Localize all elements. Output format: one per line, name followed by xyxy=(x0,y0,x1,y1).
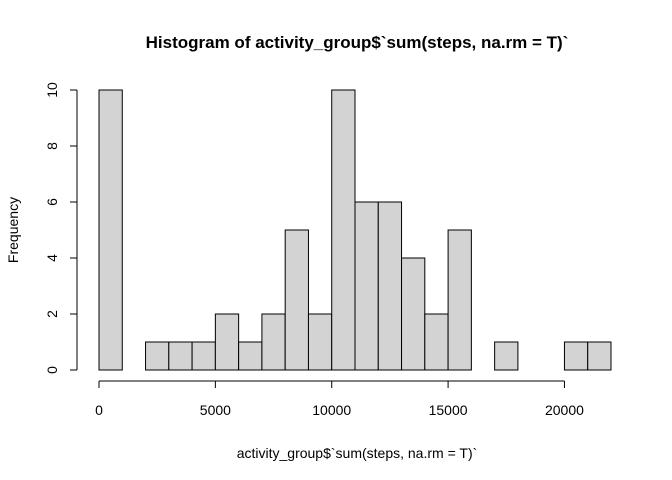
histogram-bar xyxy=(401,257,426,371)
x-tick-label: 10000 xyxy=(312,402,351,418)
histogram-bar xyxy=(284,229,309,371)
histogram-bar xyxy=(168,341,193,371)
histogram-bar xyxy=(563,341,589,371)
histogram-bar xyxy=(424,313,449,371)
y-axis: 0 2 4 6 8 10 xyxy=(44,82,78,374)
x-tick-label: 5000 xyxy=(200,402,231,418)
x-axis-label: activity_group$`sum(steps, na.rm = T)` xyxy=(237,445,478,461)
y-tick-label: 0 xyxy=(44,366,60,374)
histogram-bar xyxy=(447,229,472,371)
histogram-bar xyxy=(214,313,240,371)
histogram-bar xyxy=(238,341,263,371)
y-tick-label: 6 xyxy=(44,198,60,206)
histogram-bar xyxy=(354,201,379,371)
histogram-bar xyxy=(587,341,612,371)
x-tick-label: 15000 xyxy=(429,402,468,418)
histogram-bar xyxy=(98,89,123,371)
histogram-bar xyxy=(331,89,356,371)
y-axis-label: Frequency xyxy=(5,197,21,263)
histogram-bar xyxy=(494,341,519,371)
x-tick-label: 0 xyxy=(95,402,103,418)
x-tick-label: 20000 xyxy=(545,402,584,418)
histogram-bar xyxy=(261,313,286,371)
y-tick-label: 8 xyxy=(44,142,60,150)
x-axis: 0 5000 10000 15000 20000 xyxy=(95,380,584,418)
y-tick-label: 10 xyxy=(44,82,60,98)
histogram-bar xyxy=(377,201,403,371)
chart-title: Histogram of activity_group$`sum(steps, … xyxy=(146,33,569,52)
bars-group xyxy=(98,89,612,371)
histogram-bar xyxy=(307,313,333,371)
histogram-bar xyxy=(145,341,170,371)
y-tick-label: 2 xyxy=(44,310,60,318)
histogram-bar xyxy=(191,341,216,371)
y-tick-label: 4 xyxy=(44,254,60,262)
